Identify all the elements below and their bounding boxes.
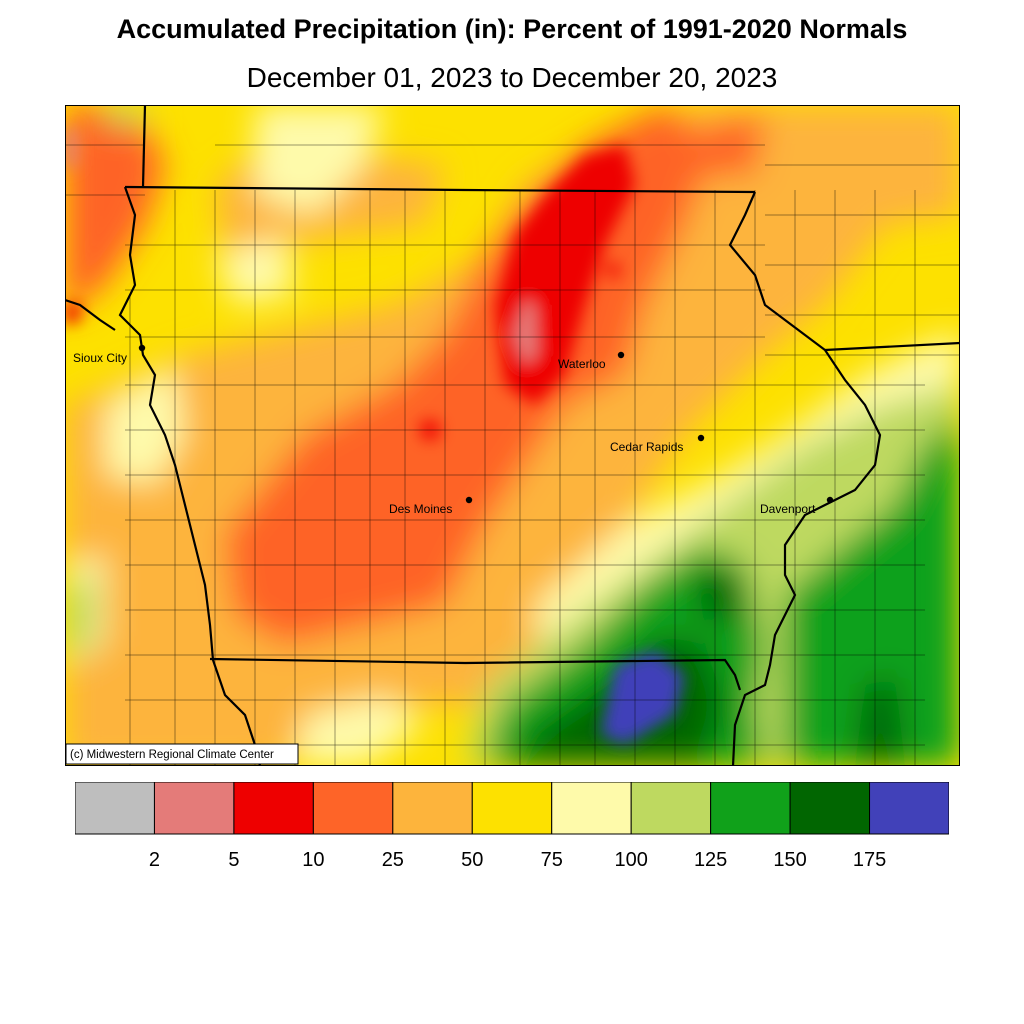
- legend-swatch: [75, 782, 155, 835]
- city-sioux-city: Sioux City: [73, 344, 146, 365]
- map-frame: [65, 105, 960, 766]
- precipitation-map: Sioux City Waterloo Cedar Rapids Des Moi…: [65, 105, 960, 766]
- city-label: Cedar Rapids: [610, 440, 683, 454]
- precip-color-field: [65, 105, 960, 766]
- legend-tick-label: 125: [694, 849, 727, 871]
- legend-swatch: [233, 782, 314, 835]
- city-label: Waterloo: [558, 357, 606, 371]
- legend-tick-label: 2: [149, 849, 160, 871]
- credit-text: (c) Midwestern Regional Climate Center: [70, 749, 274, 761]
- legend-tick-label: 10: [302, 849, 324, 871]
- legend-tick-label: 5: [228, 849, 239, 871]
- legend-swatch: [869, 782, 949, 835]
- credit-box: (c) Midwestern Regional Climate Center: [65, 743, 299, 765]
- legend-swatch: [710, 782, 791, 835]
- legend-tick-label: 50: [461, 849, 483, 871]
- legend-swatch: [551, 782, 632, 835]
- state-boundaries: [65, 105, 960, 766]
- legend-tick-label: 25: [382, 849, 404, 871]
- legend-swatch: [471, 782, 553, 835]
- city-label: Des Moines: [389, 502, 452, 516]
- city-label: Sioux City: [73, 351, 127, 365]
- city-markers: Sioux City Waterloo Cedar Rapids Des Moi…: [73, 344, 834, 516]
- legend-tick-label: 150: [773, 849, 806, 871]
- city-des-moines: Des Moines: [389, 496, 473, 516]
- legend-ticks: 2 5 10 25 50 75 100 125 150 175: [149, 849, 886, 871]
- legend-swatch: [312, 782, 394, 835]
- legend-swatch: [789, 782, 871, 835]
- legend-swatches: [75, 782, 949, 835]
- city-davenport: Davenport: [760, 496, 834, 516]
- city-waterloo: Waterloo: [558, 351, 625, 371]
- legend-tick-label: 75: [541, 849, 563, 871]
- color-legend: 2 5 10 25 50 75 100 125 150 175: [75, 782, 949, 871]
- county-boundaries: [65, 144, 960, 766]
- city-cedar-rapids: Cedar Rapids: [610, 434, 705, 454]
- map-subtitle: December 01, 2023 to December 20, 2023: [246, 62, 778, 93]
- legend-tick-label: 100: [614, 849, 647, 871]
- legend-swatch: [630, 782, 712, 835]
- city-label: Davenport: [760, 502, 816, 516]
- legend-tick-label: 175: [853, 849, 886, 871]
- map-title: Accumulated Precipitation (in): Percent …: [116, 14, 908, 44]
- legend-swatch: [153, 782, 235, 835]
- legend-swatch: [392, 782, 473, 835]
